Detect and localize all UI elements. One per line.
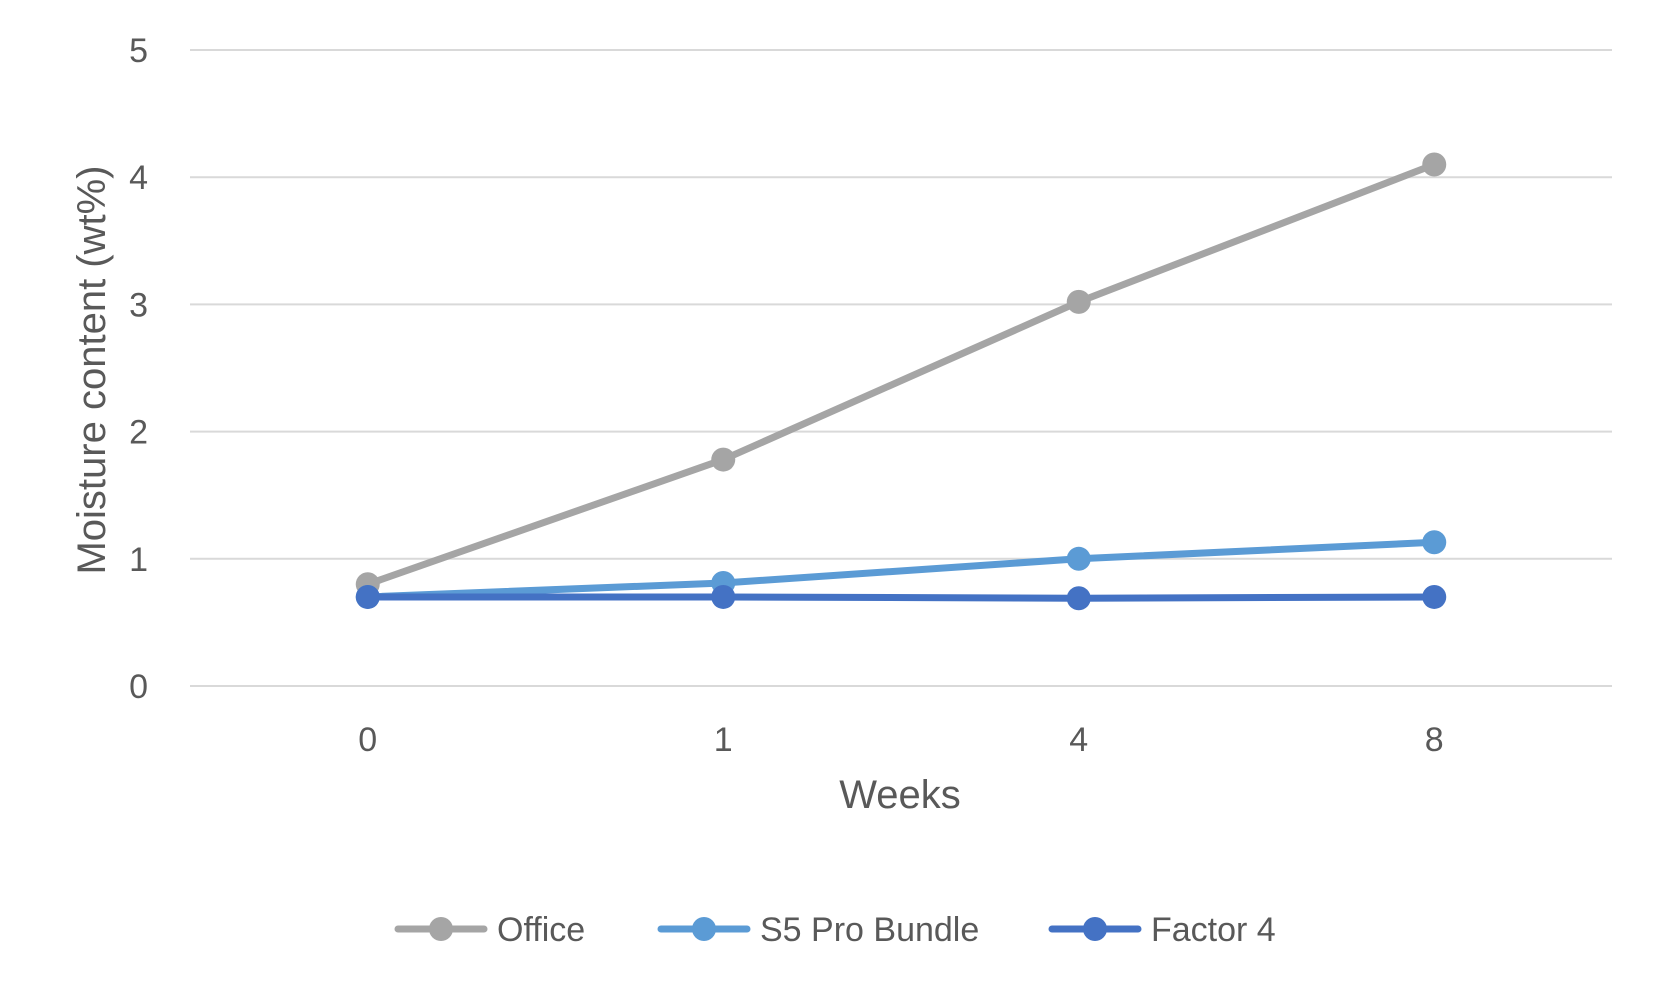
x-axis-ticks: 0 1 4 8 [358,721,1443,759]
data-point [1422,530,1447,555]
series-line [364,538,1438,601]
legend-label: Factor 4 [1151,911,1276,949]
legend-swatch-marker [1083,917,1107,941]
x-tick-label: 8 [1425,721,1444,759]
series-line [364,593,1438,602]
y-axis-title: Moisture content (wt%) [70,165,114,574]
x-tick-label: 0 [358,721,377,759]
y-tick-label: 0 [129,668,148,706]
data-point [1422,584,1447,609]
data-point [355,584,380,609]
data-point [1066,586,1091,611]
y-tick-label: 1 [129,541,148,579]
y-tick-label: 2 [129,414,148,452]
data-point [711,447,736,472]
series-line [364,160,1438,588]
legend-swatch-marker [692,917,716,941]
legend-swatch-marker [429,917,453,941]
legend-item: S5 Pro Bundle [657,911,979,949]
y-tick-label: 4 [129,159,148,197]
legend-label: S5 Pro Bundle [760,911,979,949]
legend-label: Office [497,911,585,949]
x-tick-label: 1 [714,721,733,759]
x-tick-label: 4 [1069,721,1088,759]
data-point [1422,152,1447,177]
series-group [355,152,1447,611]
gridlines [190,49,1612,687]
series-factor-4 [355,584,1447,611]
x-axis-title: Weeks [839,773,961,817]
y-tick-label: 3 [129,286,148,324]
data-point [1066,289,1091,314]
legend-item: Office [394,911,585,949]
data-point [711,584,736,609]
data-point [1066,546,1091,571]
y-tick-label: 5 [129,32,148,70]
legend-item: Factor 4 [1048,911,1276,949]
legend: Office S5 Pro Bundle Factor 4 [394,911,1276,949]
series-office [355,152,1447,597]
y-axis-ticks: 0 1 2 3 4 5 [129,32,148,706]
